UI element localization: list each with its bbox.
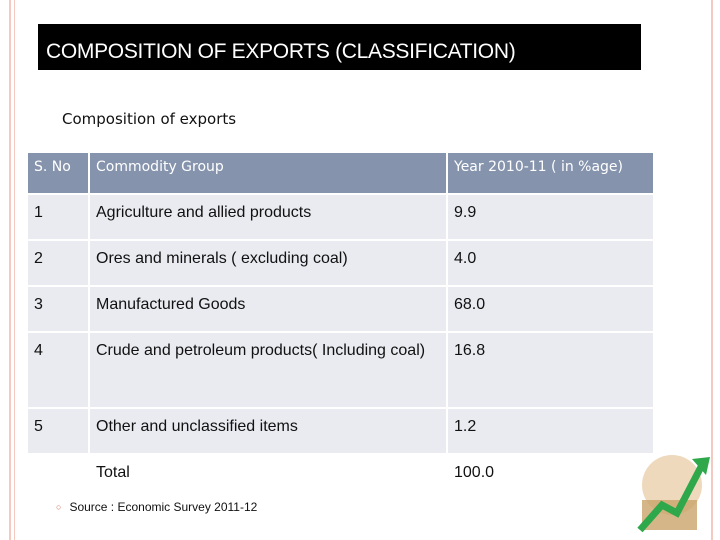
table-cell: 100.0 xyxy=(446,453,655,501)
column-header: Commodity Group xyxy=(88,151,448,195)
table-cell: 4.0 xyxy=(446,239,655,287)
subtitle: Composition of exports xyxy=(62,110,237,128)
decorative-image xyxy=(637,455,710,533)
exports-table: S. No Commodity Group Year 2010-11 ( in … xyxy=(26,151,655,501)
table-cell: 1.2 xyxy=(446,407,655,455)
border-line xyxy=(711,0,713,540)
table-row: 2 Ores and minerals ( excluding coal) 4.0 xyxy=(26,239,655,287)
table-cell xyxy=(26,453,90,501)
column-header: S. No xyxy=(26,151,90,195)
table-body: 1 Agriculture and allied products 9.9 2 Ores… xyxy=(26,193,655,501)
table-cell: 2 xyxy=(26,239,90,287)
table-row: 1 Agriculture and allied products 9.9 xyxy=(26,193,655,241)
table-cell: Manufactured Goods xyxy=(88,285,448,333)
table-cell: Crude and petroleum products( Including … xyxy=(88,331,448,409)
table-cell: 68.0 xyxy=(446,285,655,333)
table-cell: 3 xyxy=(26,285,90,333)
column-header: Year 2010-11 ( in %age) xyxy=(446,151,655,195)
header-row: S. No Commodity Group Year 2010-11 ( in … xyxy=(26,151,655,195)
border-line xyxy=(14,0,15,540)
table-row: 4 Crude and petroleum products( Including… xyxy=(26,331,655,409)
table-cell: 9.9 xyxy=(446,193,655,241)
title: COMPOSITION OF EXPORTS (CLASSIFICATION) xyxy=(38,24,641,70)
table-cell: Agriculture and allied products xyxy=(88,193,448,241)
table-cell: 4 xyxy=(26,331,90,409)
table-cell: 1 xyxy=(26,193,90,241)
table-row: Total 100.0 xyxy=(26,453,655,501)
table-cell: 16.8 xyxy=(446,331,655,409)
table-cell: Other and unclassified items xyxy=(88,407,448,455)
source-note: Source : Economic Survey 2011-12 xyxy=(56,500,257,514)
table-row: 5 Other and unclassified items 1.2 xyxy=(26,407,655,455)
table-row: 3 Manufactured Goods 68.0 xyxy=(26,285,655,333)
table-cell: Total xyxy=(88,453,448,501)
border-line xyxy=(9,0,11,540)
table-cell: 5 xyxy=(26,407,90,455)
table-cell: Ores and minerals ( excluding coal) xyxy=(88,239,448,287)
